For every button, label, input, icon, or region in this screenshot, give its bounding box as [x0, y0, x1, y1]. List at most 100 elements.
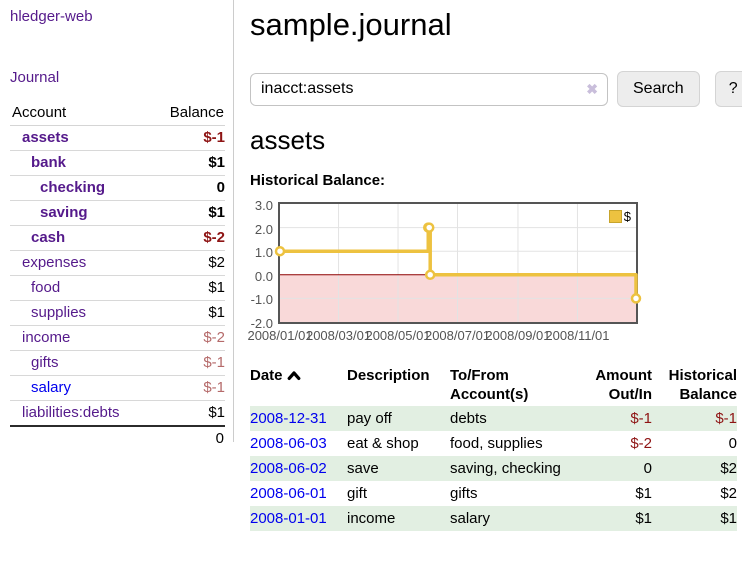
account-balance: $1	[151, 150, 225, 176]
register-date-cell: 2008-06-01	[250, 481, 347, 506]
account-name-cell: saving	[10, 200, 152, 226]
accounts-total-value: 0	[151, 425, 225, 451]
y-axis-tick-label: 1.0	[254, 245, 273, 261]
clear-search-icon[interactable]: ✖	[586, 80, 598, 97]
register-date-link[interactable]: 2008-01-01	[250, 510, 327, 527]
sort-ascending-icon	[287, 371, 300, 380]
account-row: checking 0	[10, 175, 225, 201]
y-axis-tick-label: 2.0	[254, 221, 273, 237]
account-row: income $-2	[10, 325, 225, 351]
register-accounts: salary	[450, 510, 491, 527]
register-description: eat & shop	[347, 435, 419, 452]
account-link[interactable]: food	[31, 279, 61, 296]
legend-label: $	[623, 209, 631, 224]
accounts-total-spacer	[10, 425, 152, 451]
y-axis-tick-label: -1.0	[250, 292, 273, 308]
register-date-link[interactable]: 2008-12-31	[250, 410, 327, 427]
y-axis-tick-label: 0.0	[254, 268, 273, 284]
register-amount: $-1	[630, 410, 652, 427]
account-link[interactable]: cash	[31, 229, 66, 246]
sidebar-item-journal[interactable]: Journal	[10, 69, 60, 86]
help-button[interactable]: ?	[714, 71, 742, 107]
chart-svg	[274, 204, 642, 322]
account-name-cell: food	[10, 275, 152, 301]
account-balance: $-2	[151, 325, 225, 351]
main-content: sample.journal ✖ Search ? assets Histori…	[234, 0, 742, 531]
account-link[interactable]: assets	[22, 129, 69, 146]
register-balance: $1	[720, 510, 737, 527]
register-header-date[interactable]: Date	[250, 364, 347, 406]
account-link[interactable]: income	[22, 329, 71, 346]
account-row: gifts $-1	[10, 350, 225, 376]
account-name-cell: assets	[10, 125, 152, 151]
register-date-link[interactable]: 2008-06-02	[250, 460, 327, 477]
register-header-row: Date Description To/From Account(s) Amou…	[250, 364, 737, 406]
register-amount: $-2	[630, 435, 652, 452]
account-link[interactable]: expenses	[22, 254, 87, 271]
accounts-table: Account Balance assets $-1 bank $1 checking 0…	[10, 102, 225, 451]
account-link[interactable]: bank	[31, 154, 67, 171]
accounts-header-row: Account Balance	[10, 102, 225, 126]
brand-link[interactable]: hledger-web	[10, 8, 93, 25]
register-header-amount: Amount Out/In	[595, 367, 652, 403]
x-axis-tick-label: 2008/03/01	[305, 328, 372, 343]
register-header-date-label: Date	[250, 367, 283, 384]
account-link[interactable]: salary	[31, 379, 72, 396]
chart-legend: $	[608, 209, 631, 224]
sidebar: hledger-web Journal Account Balance asse…	[0, 0, 234, 451]
account-balance: $-2	[151, 225, 225, 251]
register-accounts: gifts	[450, 485, 478, 502]
register-amount: 0	[643, 460, 652, 477]
account-link[interactable]: checking	[40, 179, 106, 196]
account-name-cell: gifts	[10, 350, 152, 376]
x-axis-tick-label: 2008/09/01	[485, 328, 551, 343]
account-page-title: assets	[250, 125, 326, 155]
register-row: 2008-12-31 pay off debts $-1 $-1	[250, 406, 737, 431]
register-balance: $2	[720, 460, 737, 477]
y-axis-tick-label: -2.0	[250, 316, 273, 331]
search-box: ✖	[250, 72, 608, 106]
register-header-balance: Historical Balance	[668, 367, 737, 403]
accounts-total-row: 0	[10, 425, 225, 451]
register-description: income	[347, 510, 396, 527]
account-balance: $-1	[151, 375, 225, 401]
register-date-link[interactable]: 2008-06-01	[250, 485, 327, 502]
register-row: 2008-06-03 eat & shop food, supplies $-2 0	[250, 431, 737, 456]
account-link[interactable]: supplies	[31, 304, 87, 321]
register-row: 2008-01-01 income salary $1 $1	[250, 506, 737, 531]
register-balance: 0	[728, 435, 737, 452]
register-balance: $2	[720, 485, 737, 502]
register-description: save	[347, 460, 379, 477]
register-description: pay off	[347, 410, 392, 427]
account-row: liabilities:debts $1	[10, 400, 225, 427]
account-balance: $1	[151, 300, 225, 326]
account-link[interactable]: gifts	[31, 354, 59, 371]
account-row: expenses $2	[10, 250, 225, 276]
account-link[interactable]: liabilities:debts	[22, 404, 120, 421]
register-amount: $1	[635, 485, 652, 502]
account-name-cell: bank	[10, 150, 152, 176]
register-accounts: saving, checking	[450, 460, 561, 477]
legend-swatch-icon	[608, 210, 622, 223]
register-date-link[interactable]: 2008-06-03	[250, 435, 327, 452]
account-balance: $1	[151, 275, 225, 301]
page-title: sample.journal	[250, 7, 452, 42]
register-row: 2008-06-01 gift gifts $1 $2	[250, 481, 737, 506]
register-description: gift	[347, 485, 368, 502]
register-amount: $1	[635, 510, 652, 527]
register-header-description: Description	[347, 367, 430, 384]
chart-plot-area: $	[274, 202, 642, 324]
search-row: ✖ Search ?	[250, 71, 742, 107]
x-axis-tick-label: 2008/11/01	[545, 328, 610, 343]
register-date-cell: 2008-01-01	[250, 506, 347, 531]
search-button[interactable]: Search	[617, 71, 700, 107]
account-balance: $-1	[151, 350, 225, 376]
search-input[interactable]	[250, 72, 608, 106]
register-table: Date Description To/From Account(s) Amou…	[250, 364, 737, 531]
account-name-cell: liabilities:debts	[10, 400, 152, 427]
account-row: food $1	[10, 275, 225, 301]
x-axis-tick-label: 2008/07/01	[424, 328, 491, 343]
register-accounts: debts	[450, 410, 487, 427]
account-link[interactable]: saving	[40, 204, 88, 221]
account-row: saving $1	[10, 200, 225, 226]
